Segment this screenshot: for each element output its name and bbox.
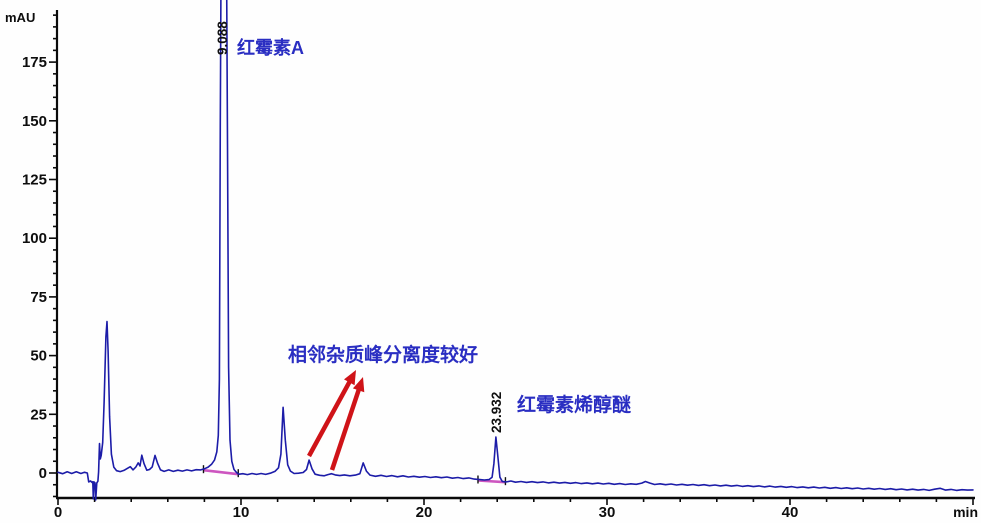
annotation-arrow-head (352, 377, 365, 393)
annotation-arrow-shaft (329, 384, 363, 471)
y-tick-label: 25 (30, 406, 47, 423)
y-tick-label: 150 (22, 113, 47, 130)
annotation-text: 红霉素A (237, 37, 304, 58)
annotation-text: 红霉素烯醇醚 (517, 393, 631, 416)
annotation-arrow-shaft (307, 376, 354, 458)
y-tick-label: 50 (30, 348, 47, 365)
x-tick-label: 40 (782, 504, 799, 521)
peak-rt-label: 23.932 (489, 392, 504, 433)
x-tick-label: 0 (54, 504, 62, 521)
annotation-text: 相邻杂质峰分离度较好 (288, 343, 478, 366)
y-tick-label: 125 (22, 172, 47, 189)
x-tick-label: 30 (599, 504, 616, 521)
x-tick-label: 10 (233, 504, 250, 521)
y-tick-label: 175 (22, 54, 47, 71)
integration-baseline (203, 468, 239, 476)
chromatogram-trace (57, 0, 974, 501)
y-tick-label: 0 (39, 465, 47, 482)
y-axis-unit-label: mAU (5, 10, 35, 25)
y-tick-label: 100 (22, 230, 47, 247)
annotation-arrow-head (344, 370, 356, 386)
x-tick-label: 20 (416, 504, 433, 521)
integration-baseline (477, 479, 506, 484)
x-axis-unit-label: min (953, 504, 978, 520)
peak-rt-label: 9.088 (215, 21, 230, 55)
y-tick-label: 75 (30, 289, 47, 306)
